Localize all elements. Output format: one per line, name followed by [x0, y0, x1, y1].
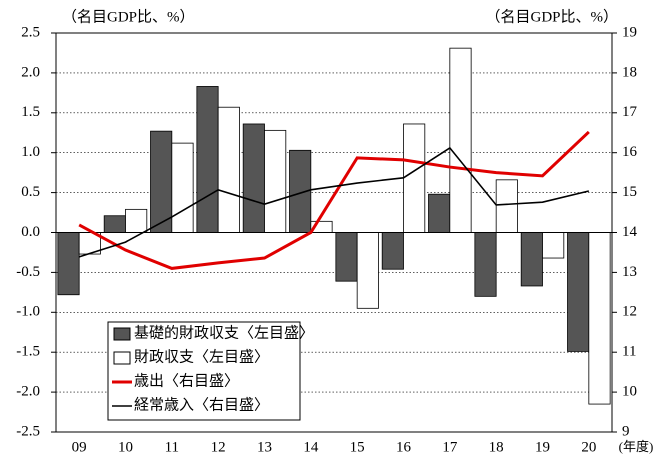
bar [242, 123, 265, 233]
legend-swatch [113, 351, 131, 365]
bar [217, 106, 240, 233]
bar [264, 129, 287, 233]
bar [495, 179, 518, 233]
x-tick-label: 18 [489, 439, 504, 455]
line [78, 146, 590, 258]
y2-axis-label: （名目GDP比、%） [485, 8, 618, 25]
x-tick-label: 09 [72, 439, 87, 455]
bar [103, 215, 126, 233]
x-tick-label: 10 [118, 439, 133, 455]
bar [588, 232, 611, 405]
legend-label: 基礎的財政収支〈左目盛〉 [134, 324, 314, 341]
x-tick-label: 16 [396, 439, 412, 455]
y-tick-label: -1.0 [16, 304, 40, 320]
bar [196, 86, 219, 233]
bar [520, 232, 543, 287]
bar [567, 232, 590, 352]
y2-tick-label: 9 [622, 423, 630, 439]
y-tick-label: 1.0 [21, 144, 40, 160]
legend-label: 財政収支〈左目盛〉 [134, 348, 269, 365]
bar [171, 142, 194, 233]
y-tick-label: -2.0 [16, 384, 40, 400]
y2-tick-label: 16 [622, 144, 638, 160]
x-tick-label: 17 [442, 439, 458, 455]
y-axis-label: （名目GDP比、%） [62, 8, 195, 25]
x-tick-label: 12 [211, 439, 226, 455]
y2-tick-label: 18 [622, 64, 637, 80]
y-tick-label: 1.5 [21, 104, 40, 120]
x-tick-label: 11 [165, 439, 179, 455]
y2-tick-label: 12 [622, 304, 637, 320]
bar [381, 232, 404, 270]
bar [542, 232, 565, 259]
y2-tick-label: 11 [622, 344, 636, 360]
y-tick-label: 0.5 [21, 184, 40, 200]
y2-tick-label: 15 [622, 184, 637, 200]
y2-tick-label: 17 [622, 104, 638, 120]
y-tick-label: -0.5 [16, 264, 40, 280]
x-tick-label: 20 [581, 439, 596, 455]
bar [57, 232, 80, 296]
bar [449, 47, 472, 233]
bar [150, 130, 173, 233]
bar [403, 123, 426, 233]
y2-tick-label: 14 [622, 224, 638, 240]
legend-swatch [113, 327, 131, 341]
bar [428, 193, 451, 233]
bar [335, 232, 358, 282]
x-tick-label: 15 [350, 439, 365, 455]
y2-tick-label: 10 [622, 384, 637, 400]
y2-tick-label: 19 [622, 24, 637, 40]
bar [474, 232, 497, 297]
y-tick-label: 0.0 [21, 224, 40, 240]
legend-label: 歳出〈右目盛〉 [134, 372, 239, 389]
y-tick-label: -1.5 [16, 344, 40, 360]
x-tick-label: 13 [257, 439, 272, 455]
bar [125, 208, 148, 233]
y-tick-label: 2.0 [21, 64, 40, 80]
y-tick-label: -2.5 [16, 423, 40, 439]
x-tick-label: 14 [303, 439, 319, 455]
legend-box [107, 321, 301, 421]
bar [356, 232, 379, 309]
line [78, 130, 590, 270]
y2-tick-label: 13 [622, 264, 637, 280]
x-tick-label: 19 [535, 439, 550, 455]
x-unit-label: (年度) [619, 439, 654, 454]
y-tick-label: 2.5 [21, 24, 40, 40]
legend-label: 経常歳入〈右目盛〉 [134, 396, 269, 413]
